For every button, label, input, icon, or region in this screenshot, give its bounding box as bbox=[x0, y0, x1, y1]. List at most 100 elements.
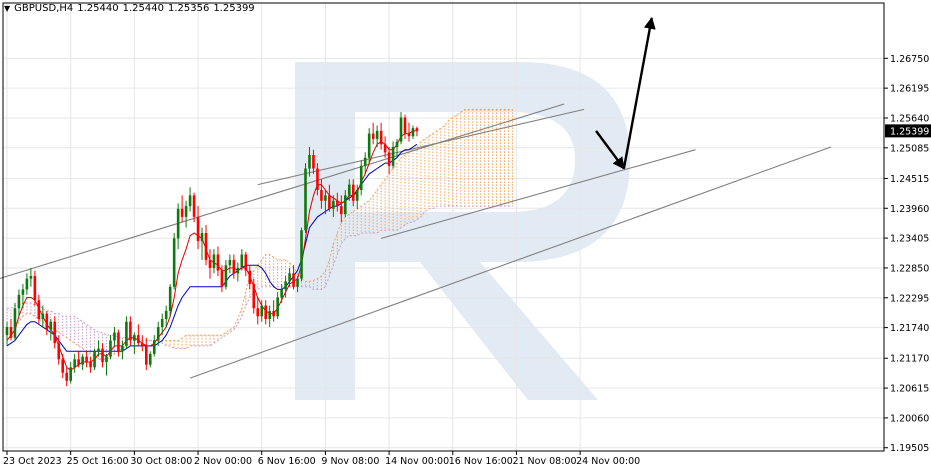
candle-body bbox=[145, 345, 148, 365]
candle bbox=[5, 321, 9, 346]
candle-body bbox=[113, 332, 116, 341]
candle-body bbox=[296, 278, 299, 287]
candle-body bbox=[212, 254, 216, 268]
candle bbox=[344, 190, 347, 217]
candle bbox=[168, 284, 172, 317]
x-tick-label: 23 Oct 2023 bbox=[3, 456, 62, 467]
candle-body bbox=[109, 340, 112, 357]
candle-body bbox=[280, 289, 283, 298]
candle bbox=[288, 267, 291, 287]
candle bbox=[347, 179, 351, 201]
candle bbox=[355, 184, 359, 209]
candle bbox=[296, 276, 299, 293]
candle bbox=[196, 206, 200, 250]
low-value: 1.25356 bbox=[167, 3, 210, 14]
candle-body bbox=[172, 238, 176, 287]
candle-body bbox=[344, 195, 347, 215]
candle bbox=[336, 192, 339, 212]
candle-body bbox=[137, 335, 140, 344]
candles bbox=[5, 112, 419, 387]
candle-body bbox=[304, 168, 307, 231]
candle-body bbox=[97, 348, 100, 352]
candle bbox=[65, 367, 68, 387]
candle-body bbox=[33, 276, 37, 301]
candle-body bbox=[252, 284, 256, 309]
y-tick-label: 1.21740 bbox=[890, 323, 929, 334]
candle-body bbox=[347, 184, 351, 196]
triangle-down-icon[interactable]: ▼ bbox=[4, 4, 11, 13]
candle bbox=[49, 319, 53, 341]
candle-body bbox=[65, 372, 68, 381]
candle bbox=[101, 343, 104, 368]
y-tick-label: 1.26750 bbox=[890, 54, 929, 65]
candle-body bbox=[375, 130, 379, 139]
candle bbox=[204, 224, 208, 266]
grid bbox=[3, 3, 884, 451]
channel-line bbox=[257, 108, 585, 186]
candle bbox=[399, 112, 403, 145]
candle bbox=[93, 348, 96, 371]
candle-body bbox=[228, 259, 232, 266]
channel-line bbox=[189, 146, 832, 379]
symbol-label: GBPUSD,H4 bbox=[14, 3, 74, 14]
candle-body bbox=[184, 206, 188, 217]
candle bbox=[407, 122, 411, 142]
chart-header: ▼ GBPUSD,H4 1.25440 1.25440 1.25356 1.25… bbox=[4, 3, 255, 14]
y-tick-label: 1.22295 bbox=[890, 293, 929, 304]
candle bbox=[156, 321, 160, 346]
candle bbox=[176, 203, 180, 250]
channel-line bbox=[0, 103, 565, 279]
candle bbox=[200, 227, 204, 260]
candle-body bbox=[204, 233, 208, 260]
candle bbox=[184, 200, 188, 228]
candle bbox=[13, 302, 17, 341]
candle bbox=[264, 300, 267, 325]
candle-body bbox=[272, 310, 275, 317]
candle bbox=[89, 356, 92, 373]
candle-body bbox=[160, 319, 164, 328]
candle-body bbox=[288, 273, 291, 282]
candle-body bbox=[308, 155, 311, 169]
candle bbox=[152, 335, 156, 357]
candle-body bbox=[148, 353, 152, 365]
candle-body bbox=[324, 195, 327, 201]
candle bbox=[148, 351, 152, 368]
candle-body bbox=[336, 200, 339, 207]
candle bbox=[340, 195, 343, 223]
x-tick-label: 16 Nov 16:00 bbox=[449, 456, 513, 467]
candle-body bbox=[363, 157, 367, 166]
candle-body bbox=[77, 359, 80, 365]
candle bbox=[320, 179, 323, 209]
candle bbox=[284, 276, 287, 298]
candle-body bbox=[403, 117, 407, 134]
candle-body bbox=[176, 208, 180, 239]
candle bbox=[41, 305, 45, 328]
candle bbox=[212, 249, 216, 274]
y-tick-label: 1.25085 bbox=[890, 143, 929, 154]
candle bbox=[45, 310, 49, 336]
candle-body bbox=[180, 208, 184, 217]
high-value: 1.25440 bbox=[122, 3, 164, 14]
candle bbox=[164, 305, 168, 328]
candle bbox=[240, 249, 244, 271]
candle bbox=[268, 305, 271, 328]
watermark-logo bbox=[295, 62, 630, 400]
candle bbox=[248, 265, 252, 290]
candle-body bbox=[85, 356, 88, 362]
candle bbox=[29, 267, 33, 287]
candle-body bbox=[152, 340, 156, 354]
candle bbox=[141, 335, 144, 352]
y-tick-label: 1.25640 bbox=[890, 113, 929, 124]
candle bbox=[105, 353, 108, 376]
candle bbox=[208, 249, 212, 279]
candle-body bbox=[332, 200, 335, 209]
candle-body bbox=[129, 321, 132, 341]
candle-body bbox=[316, 168, 319, 190]
forecast-arrow bbox=[622, 16, 656, 169]
candle-body bbox=[355, 190, 359, 201]
y-tick-label: 1.23960 bbox=[890, 204, 929, 215]
candle bbox=[125, 316, 128, 349]
